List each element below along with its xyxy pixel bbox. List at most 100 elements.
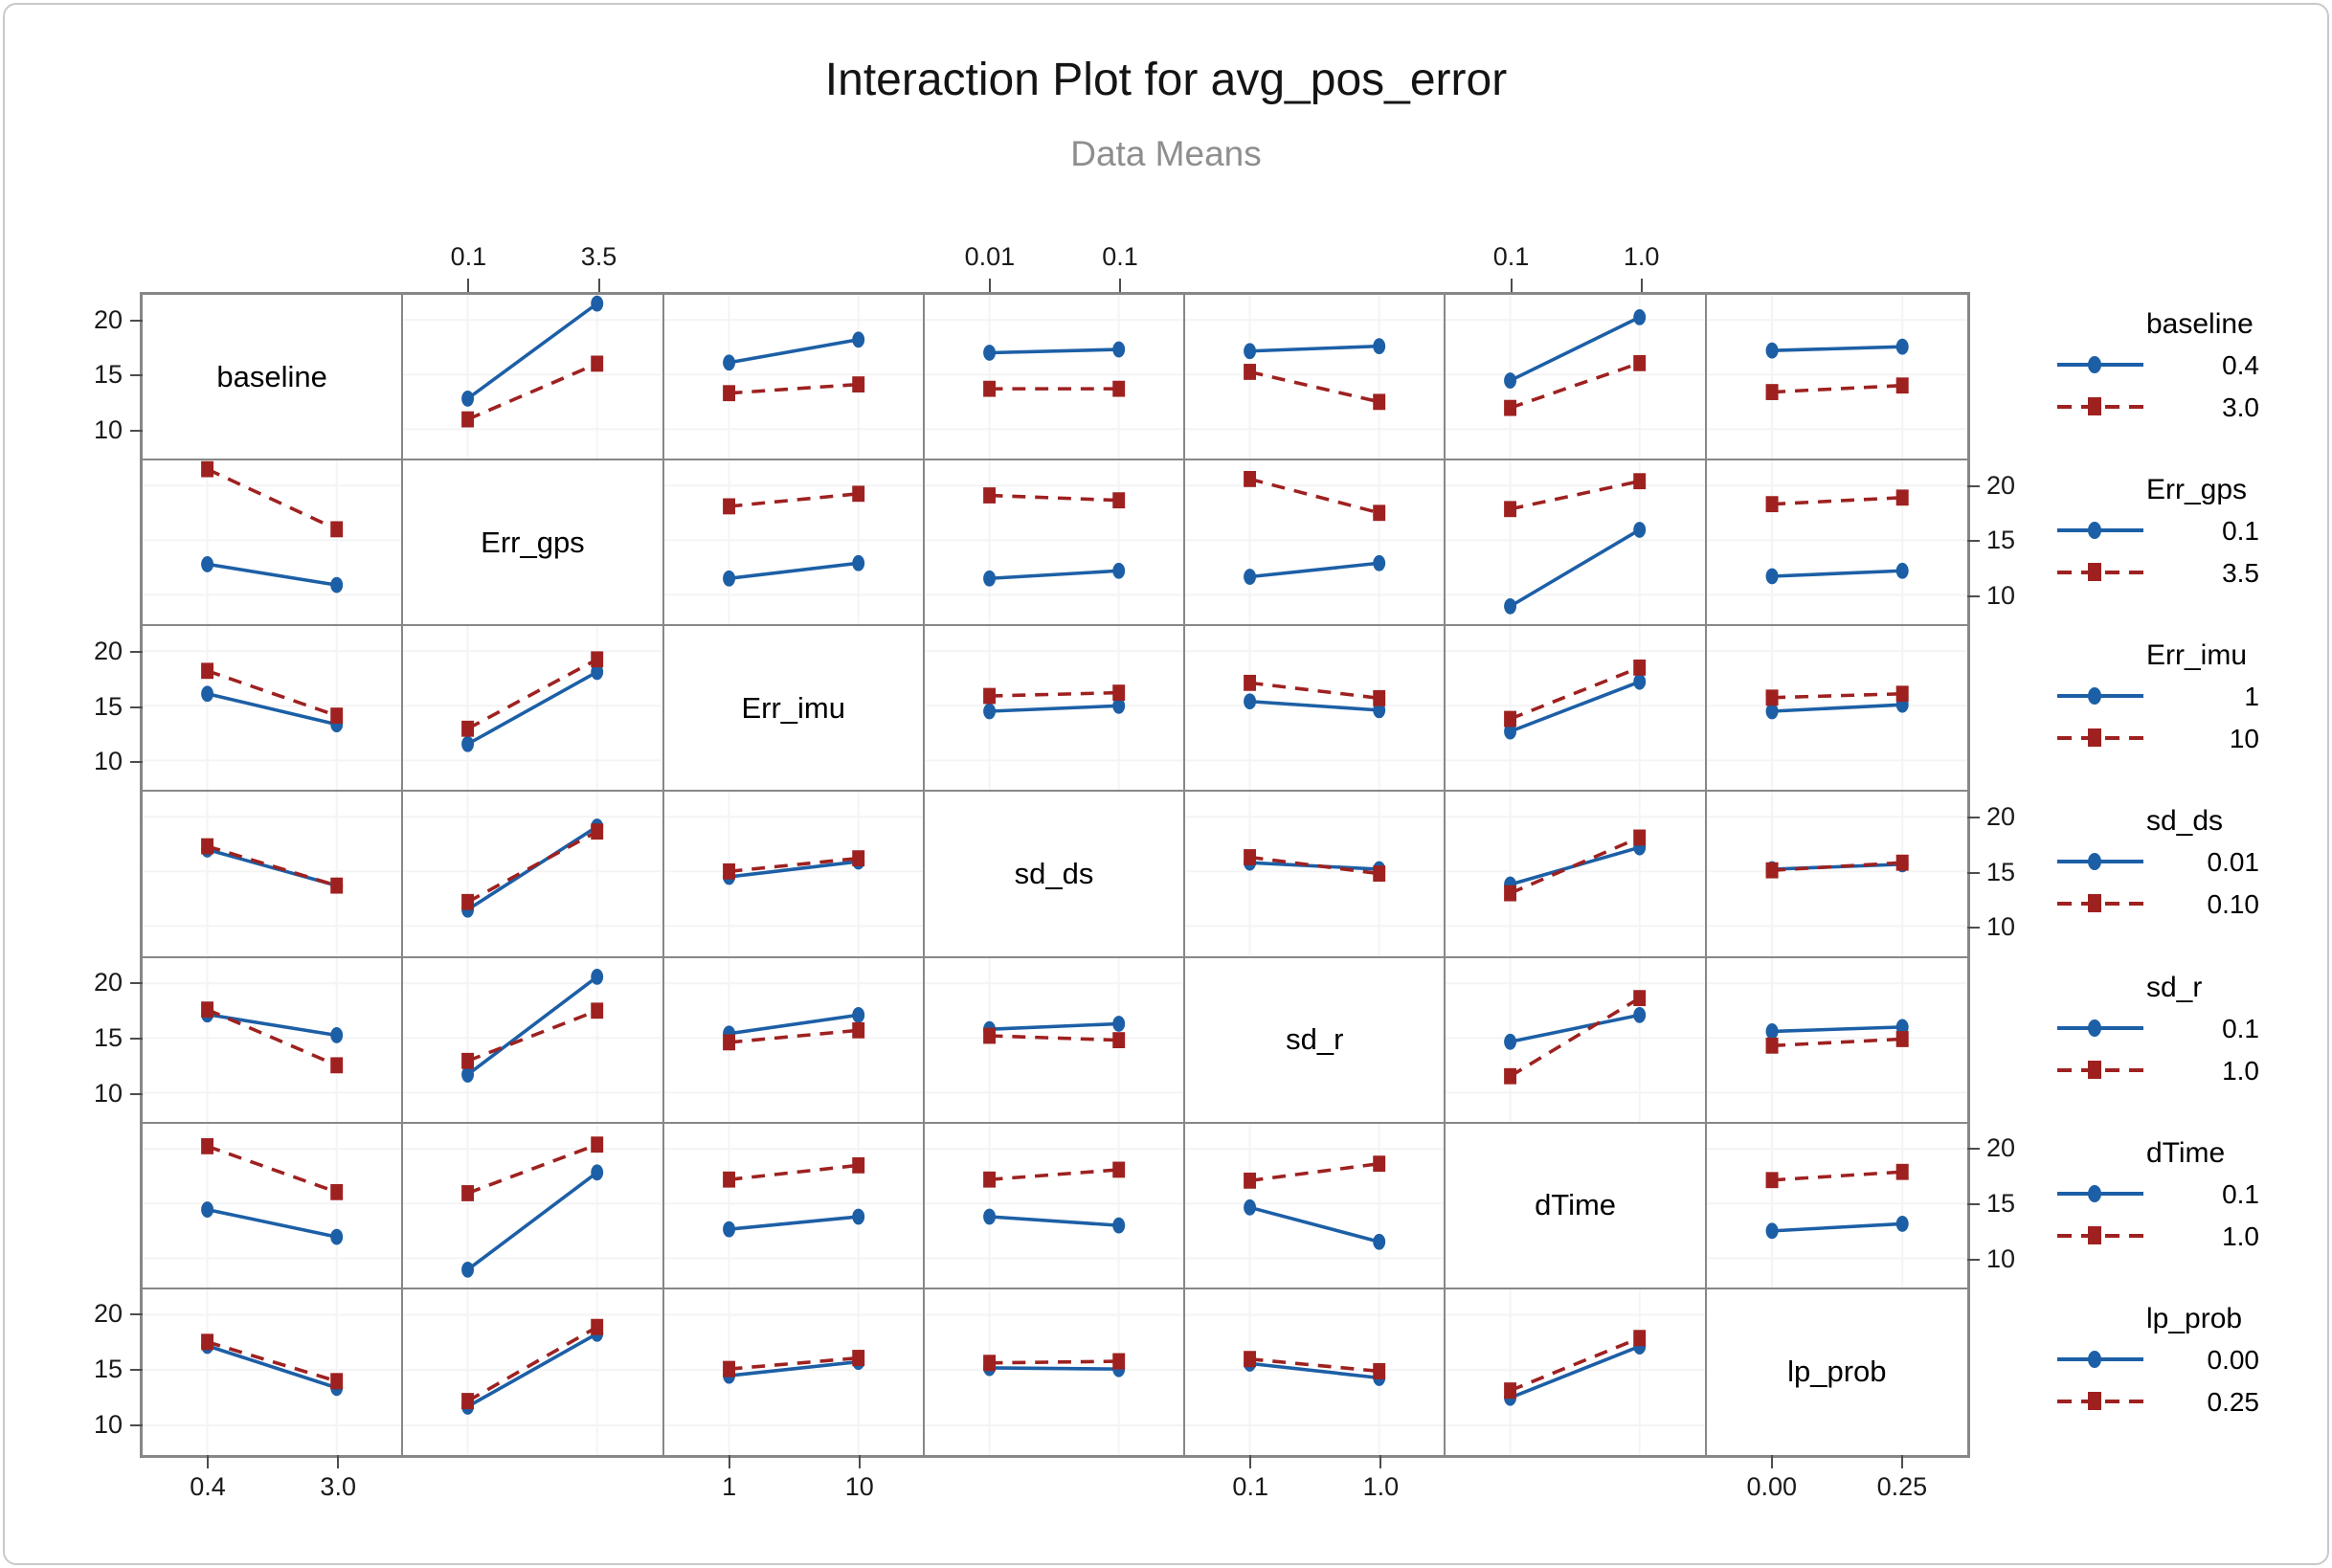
panel-plot (663, 460, 923, 625)
legend-line-sample-dashed-square (2057, 1225, 2143, 1244)
panel-plot (1185, 460, 1445, 625)
x-axis-label-top: 0.01 (964, 242, 1016, 271)
legend-title-dTime: dTime (2146, 1136, 2226, 1169)
y-axis-label-right: 10 (1986, 581, 2016, 611)
x-tickmark-bottom (728, 1455, 730, 1468)
factor-label: dTime (1535, 1188, 1617, 1222)
panel-plot (1185, 295, 1445, 459)
legend-line-sample-solid-circle (2057, 1184, 2143, 1202)
x-tickmark-top (597, 279, 600, 292)
y-tickmark-left (130, 1369, 143, 1372)
y-axis-label-right: 15 (1986, 857, 2016, 886)
panel-baseline-x-lp_prob (1706, 295, 1967, 461)
panel-plot (663, 957, 923, 1122)
y-axis-label-left: 15 (93, 691, 123, 721)
diagonal-cell-Err_imu: Err_imu (663, 626, 925, 793)
panel-plot (1446, 1288, 1705, 1455)
panel-Err_imu-x-Err_gps (403, 626, 664, 793)
x-axis-label-top: 0.1 (1492, 242, 1530, 271)
x-axis-label-top: 1.0 (1623, 242, 1660, 271)
legend-entry-label: 0.1 (2222, 1013, 2259, 1043)
x-tickmark-top (1640, 279, 1643, 292)
panel-sd_ds-x-Err_imu (663, 792, 925, 958)
panel-dTime-x-sd_r (1185, 1123, 1446, 1289)
legend-title-lp_prob: lp_prob (2146, 1302, 2243, 1334)
panel-plot (924, 626, 1184, 791)
panel-dTime-x-sd_ds (924, 1123, 1186, 1289)
panel-plot (1185, 626, 1445, 791)
panel-plot (663, 1288, 923, 1455)
panel-sd_ds-x-baseline (143, 792, 404, 958)
panel-Err_imu-x-baseline (143, 626, 404, 793)
x-tickmark-bottom (1249, 1455, 1252, 1468)
x-axis-label-top: 0.1 (450, 242, 487, 271)
legend-entry-label: 1 (2244, 682, 2259, 712)
y-tickmark-right (1967, 595, 1980, 598)
y-tickmark-left (130, 429, 143, 432)
panel-plot (403, 1123, 662, 1288)
panel-sd_ds-x-lp_prob (1706, 792, 1967, 958)
x-tickmark-top (1510, 279, 1513, 292)
diagonal-cell-Err_gps: Err_gps (403, 460, 664, 627)
panel-plot (143, 1123, 402, 1288)
x-tickmark-top (1119, 279, 1122, 292)
panel-dTime-x-baseline (143, 1123, 404, 1289)
x-tickmark-bottom (858, 1455, 861, 1468)
y-axis-label-left: 20 (93, 968, 123, 997)
y-tickmark-right (1967, 816, 1980, 818)
y-axis-label-left: 15 (93, 1022, 123, 1052)
panel-plot (663, 792, 923, 956)
y-axis-label-right: 15 (1986, 526, 2016, 555)
y-tickmark-right (1967, 927, 1980, 930)
legend-title-sd_r: sd_r (2146, 971, 2203, 1003)
panel-plot (1446, 957, 1705, 1122)
factor-label: Err_imu (741, 690, 845, 725)
x-tickmark-top (467, 279, 470, 292)
y-axis-label-left: 10 (93, 747, 123, 776)
panel-plot (1446, 626, 1705, 791)
panel-Err_gps-x-sd_r (1185, 460, 1446, 627)
x-axis-label-bottom: 0.1 (1232, 1472, 1268, 1501)
legend-line-sample-solid-circle (2057, 522, 2143, 540)
legend-line-sample-dashed-square (2057, 1391, 2143, 1410)
panel-plot (1185, 792, 1445, 956)
legend-entry-label: 0.10 (2207, 889, 2260, 920)
panel-sd_r-x-Err_gps (403, 957, 664, 1124)
panel-plot (924, 1288, 1184, 1455)
panel-Err_imu-x-lp_prob (1706, 626, 1967, 793)
panel-baseline-x-sd_ds (924, 295, 1186, 461)
panel-plot (403, 1288, 662, 1455)
legend-line-sample-solid-circle (2057, 853, 2143, 871)
legend-line-sample-dashed-square (2057, 728, 2143, 748)
legend-entry-label: 3.0 (2222, 392, 2259, 422)
panel-sd_r-x-dTime (1446, 957, 1707, 1124)
y-tickmark-left (130, 1092, 143, 1095)
y-axis-label-right: 20 (1986, 470, 2016, 500)
x-tickmark-bottom (1900, 1455, 1903, 1468)
panel-plot (663, 295, 923, 459)
y-axis-label-left: 20 (93, 636, 123, 665)
legend-line-sample-dashed-square (2057, 397, 2143, 415)
factor-label: sd_ds (1014, 856, 1094, 890)
panel-Err_gps-x-baseline (143, 460, 404, 627)
y-axis-label-left: 10 (93, 414, 123, 444)
panel-lp_prob-x-sd_ds (924, 1288, 1186, 1455)
y-axis-label-right: 20 (1986, 1133, 2016, 1163)
panel-sd_r-x-Err_imu (663, 957, 925, 1124)
diagonal-cell-dTime: dTime (1446, 1123, 1707, 1289)
panel-Err_gps-x-Err_imu (663, 460, 925, 627)
panel-plot (1706, 295, 1967, 459)
y-tickmark-right (1967, 540, 1980, 543)
legend-line-sample-solid-circle (2057, 356, 2143, 373)
x-axis-label-bottom: 3.0 (320, 1472, 356, 1501)
factor-label: sd_r (1286, 1022, 1344, 1057)
y-tickmark-left (130, 374, 143, 377)
panel-sd_ds-x-Err_gps (403, 792, 664, 958)
y-tickmark-right (1967, 484, 1980, 487)
panel-plot (1706, 460, 1967, 625)
x-axis-label-bottom: 0.00 (1746, 1472, 1798, 1501)
y-tickmark-right (1967, 1148, 1980, 1151)
panel-plot (1706, 792, 1967, 956)
panel-baseline-x-sd_r (1185, 295, 1446, 461)
x-axis-label-top: 0.1 (1102, 242, 1138, 271)
